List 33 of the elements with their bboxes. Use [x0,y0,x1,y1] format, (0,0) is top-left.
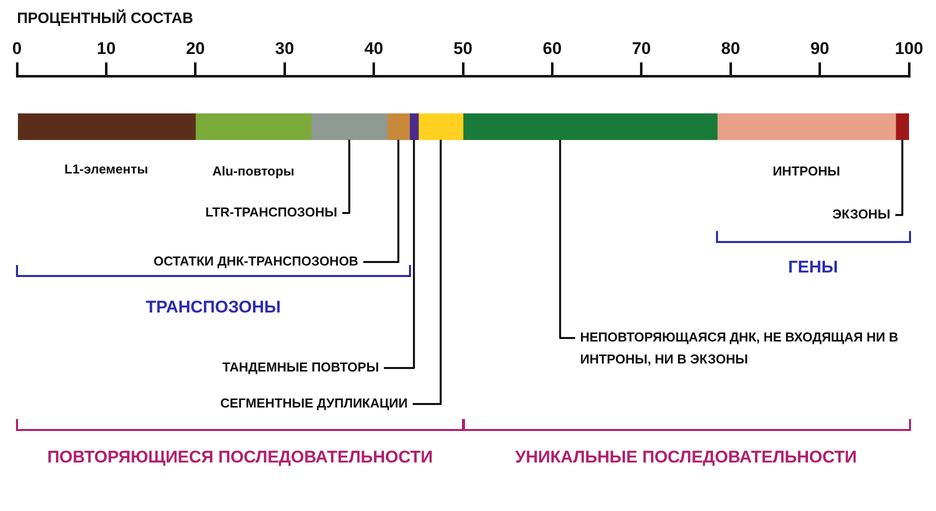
x-tick-label: 80 [721,38,740,58]
x-tick-label: 40 [364,38,384,58]
bar [386,113,410,140]
series-label: L1-элементы [64,162,148,177]
chart-title: ПРОЦЕНТНЫЙ СОСТАВ [17,9,194,28]
x-tick-label: 0 [12,38,22,58]
x-tick-label: 70 [632,38,651,58]
x-tick-label: 60 [542,38,562,58]
text: ЭКЗОНЫ [832,206,890,222]
bar [418,113,464,140]
text: ТАНДЕМНЫЕ ПОВТОРЫ [222,360,379,375]
bar [311,113,388,140]
text: ТРАНСПОЗОНЫ [146,298,281,317]
series-label: ИНТРОНЫ [772,164,840,179]
x-tick-label: 100 [894,38,924,58]
text: ОСТАТКИ ДНК-ТРАНСПОЗОНОВ [153,254,358,269]
x-tick-label: 30 [275,38,294,58]
bar [895,113,909,140]
bar [195,113,312,140]
bar [716,113,896,140]
text: LTR-ТРАНСПОЗОНЫ [205,204,338,220]
x-tick-label: 90 [810,38,830,58]
text: ГЕНЫ [788,258,838,277]
text: СЕГМЕНТНЫЕ ДУПЛИКАЦИИ [220,396,408,411]
x-tick-label: 50 [454,38,472,58]
text: НЕПОВТОРЯЮЩАЯСЯ ДНК, НЕ ВХОДЯЩАЯ НИ В ИНТРОНЫ, НИ В ЭКЗОНЫ [580,330,898,367]
bar [18,113,196,140]
x-tick-label: 10 [96,38,116,58]
bar [462,113,718,140]
text: ПОВТОРЯЮЩИЕСЯ ПОСЛЕДОВАТЕЛЬНОСТИ [47,448,433,467]
x-tick-label: 20 [186,38,205,58]
text: УНИКАЛЬНЫЕ ПОСЛЕДОВАТЕЛЬНОСТИ [515,448,857,467]
series-label: Alu-повторы [212,164,294,179]
